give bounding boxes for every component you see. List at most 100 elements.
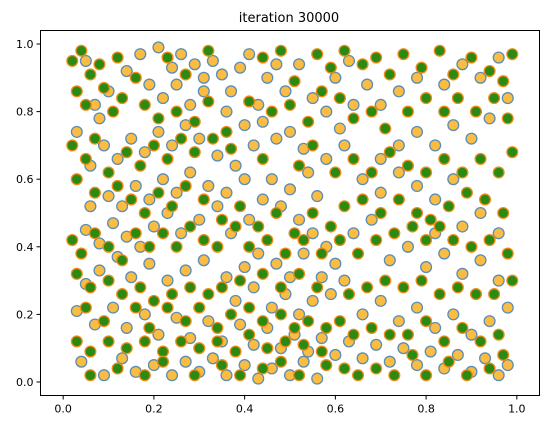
data-point-green-dots-214	[215, 359, 229, 372]
data-point-green-dots-176	[365, 321, 378, 334]
data-point-orange-dots-46	[270, 257, 283, 270]
data-point-green-dots-75	[456, 166, 469, 179]
data-point-orange-dots-176	[247, 281, 260, 294]
data-point-green-dots-212	[156, 355, 170, 368]
data-point-orange-dots-173	[324, 288, 337, 301]
data-point-green-dots-135	[84, 281, 97, 294]
data-point-orange-dots-185	[329, 71, 342, 84]
data-point-orange-dots-32	[229, 159, 242, 172]
data-point-green-dots-88	[215, 213, 229, 226]
data-point-orange-dots-63	[152, 328, 165, 341]
data-point-green-dots-116	[211, 240, 224, 253]
data-point-orange-dots-175	[229, 294, 242, 307]
data-point-green-dots-202	[388, 369, 401, 382]
data-point-orange-dots-36	[302, 166, 315, 179]
data-point-green-dots-28	[97, 81, 111, 94]
data-point-green-dots-140	[166, 288, 179, 301]
data-point-orange-dots-153	[410, 301, 424, 314]
data-point-green-dots-60	[161, 152, 174, 165]
data-point-green-dots-124	[351, 247, 365, 260]
data-point-orange-dots-187	[361, 78, 374, 91]
data-point-green-dots-136	[102, 274, 115, 287]
data-point-orange-dots-87	[492, 369, 505, 382]
data-point-orange-dots-86	[479, 352, 492, 365]
data-point-green-dots-101	[442, 200, 455, 213]
data-point-orange-dots-137	[410, 125, 424, 138]
data-point-green-dots-216	[256, 362, 269, 375]
data-point-orange-dots-91	[116, 352, 129, 365]
data-point-orange-dots-3	[120, 65, 133, 78]
data-point-orange-dots-135	[374, 152, 387, 165]
data-point-green-dots-40	[302, 115, 315, 128]
data-point-green-dots-18	[397, 48, 410, 61]
data-point-green-dots-115	[197, 233, 210, 247]
data-point-green-dots-143	[215, 281, 229, 294]
data-point-orange-dots-11	[206, 54, 219, 67]
data-point-green-dots-139	[147, 294, 160, 307]
data-point-orange-dots-31	[211, 149, 224, 162]
data-point-green-dots-30	[116, 92, 129, 105]
x-tick-label: 0.2	[145, 403, 163, 416]
data-point-orange-dots-119	[97, 139, 111, 152]
data-point-green-dots-178	[401, 328, 415, 341]
data-point-green-dots-56	[102, 166, 115, 179]
data-point-orange-dots-62	[138, 308, 151, 321]
data-point-green-dots-165	[193, 301, 206, 314]
data-point-green-dots-91	[270, 206, 283, 220]
data-point-green-dots-155	[451, 281, 464, 294]
y-tick-label: 0.6	[16, 173, 34, 186]
data-point-green-dots-12	[311, 48, 324, 61]
data-point-green-dots-63	[206, 132, 219, 145]
data-point-green-dots-113	[170, 240, 183, 253]
data-point-green-dots-72	[401, 159, 415, 172]
data-point-orange-dots-142	[374, 98, 387, 111]
data-point-orange-dots-7	[166, 61, 179, 74]
data-point-green-dots-52	[501, 112, 514, 125]
data-point-orange-dots-12	[215, 68, 229, 81]
data-point-green-dots-61	[175, 132, 188, 145]
data-point-orange-dots-113	[129, 179, 142, 193]
data-point-green-dots-79	[70, 173, 83, 186]
data-point-green-dots-85	[166, 200, 179, 213]
data-point-green-dots-45	[379, 122, 392, 135]
data-point-green-dots-77	[492, 166, 505, 179]
data-point-green-dots-69	[347, 152, 360, 165]
data-point-green-dots-146	[274, 281, 287, 294]
data-point-green-dots-184	[70, 335, 83, 348]
data-point-green-dots-200	[351, 369, 365, 382]
data-point-green-dots-186	[102, 335, 115, 348]
data-point-orange-dots-37	[311, 190, 324, 203]
data-point-green-dots-92	[288, 227, 301, 240]
data-point-green-dots-93	[306, 206, 319, 220]
data-point-orange-dots-120	[111, 152, 124, 165]
data-point-orange-dots-194	[238, 173, 251, 186]
data-point-green-dots-3	[93, 58, 106, 71]
data-point-orange-dots-144	[410, 71, 424, 84]
data-point-green-dots-180	[438, 335, 451, 348]
data-point-green-dots-175	[347, 328, 360, 341]
data-point-green-dots-70	[365, 166, 378, 179]
data-point-green-dots-170	[274, 308, 287, 321]
data-point-green-dots-22	[465, 51, 478, 64]
data-point-orange-dots-136	[392, 139, 405, 152]
data-point-green-dots-127	[406, 220, 419, 233]
data-point-orange-dots-69	[247, 338, 260, 351]
data-point-green-dots-188	[138, 335, 151, 348]
data-point-green-dots-50	[469, 105, 483, 118]
data-point-green-dots-96	[356, 193, 369, 206]
data-point-orange-dots-132	[410, 179, 424, 193]
data-point-orange-dots-169	[193, 213, 206, 226]
data-point-green-dots-2	[84, 68, 97, 81]
data-point-orange-dots-52	[161, 274, 174, 287]
data-point-green-dots-185	[84, 345, 97, 358]
data-point-orange-dots-74	[315, 331, 328, 345]
data-point-orange-dots-40	[306, 227, 319, 240]
data-point-orange-dots-104	[311, 372, 324, 385]
data-point-green-dots-62	[188, 146, 201, 159]
data-point-green-dots-54	[79, 152, 92, 165]
data-point-green-dots-68	[329, 166, 342, 179]
data-point-orange-dots-13	[224, 85, 238, 98]
data-point-green-dots-163	[161, 301, 174, 314]
y-tick-label: 0.8	[16, 106, 34, 119]
